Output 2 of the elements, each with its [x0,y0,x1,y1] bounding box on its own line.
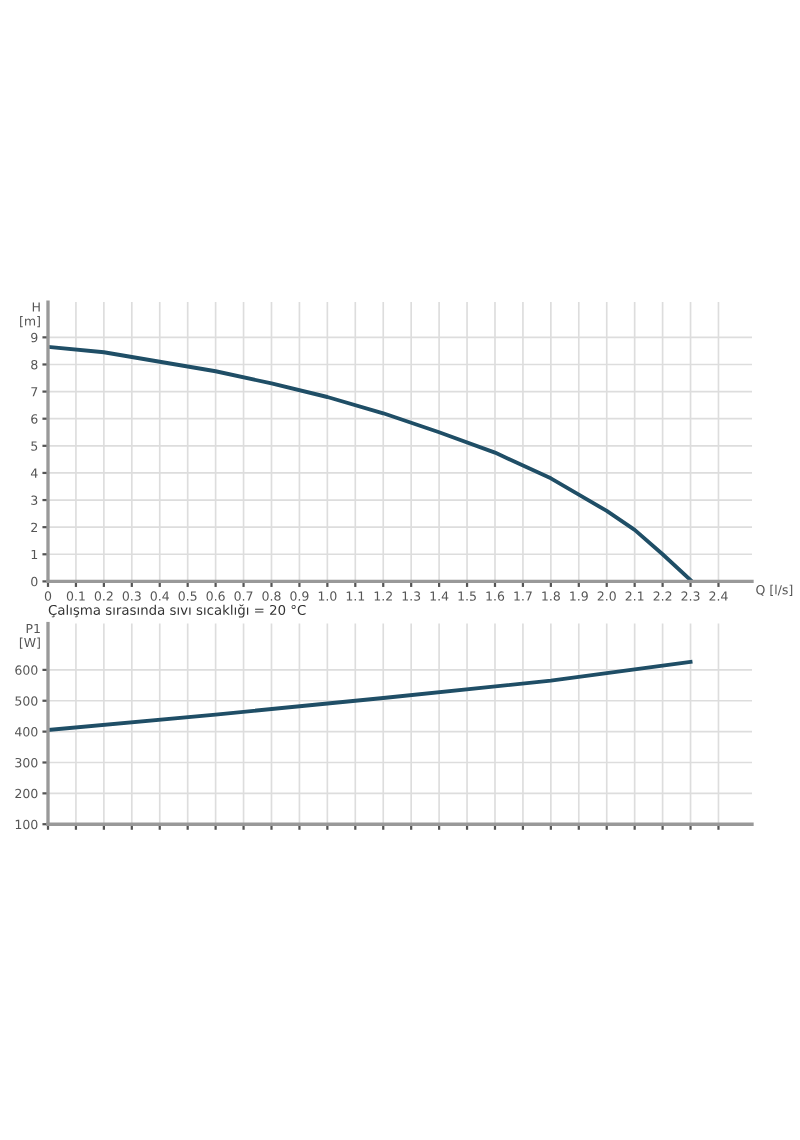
line-series [48,659,693,733]
line-series [48,344,693,582]
